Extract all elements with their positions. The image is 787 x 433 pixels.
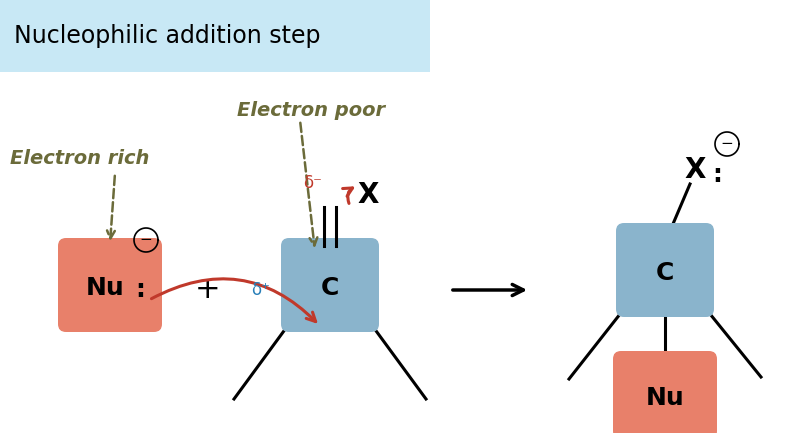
FancyBboxPatch shape — [281, 238, 379, 332]
Text: Electron poor: Electron poor — [237, 100, 385, 120]
Text: X: X — [357, 181, 379, 209]
Text: :: : — [135, 278, 145, 302]
Text: X: X — [685, 156, 706, 184]
Text: :: : — [712, 163, 722, 187]
Text: δ⁺: δ⁺ — [252, 281, 271, 299]
Text: −: − — [721, 136, 733, 152]
FancyBboxPatch shape — [58, 238, 162, 332]
Text: −: − — [139, 233, 153, 248]
Text: Nu: Nu — [86, 276, 124, 300]
Text: Nucleophilic addition step: Nucleophilic addition step — [14, 24, 320, 48]
Text: C: C — [321, 276, 339, 300]
FancyBboxPatch shape — [613, 351, 717, 433]
Text: Nu: Nu — [645, 386, 685, 410]
FancyBboxPatch shape — [0, 0, 430, 72]
Text: +: + — [195, 275, 221, 304]
Text: C: C — [656, 261, 674, 285]
FancyBboxPatch shape — [616, 223, 714, 317]
Text: Electron rich: Electron rich — [10, 149, 150, 168]
Text: δ⁻: δ⁻ — [304, 174, 323, 192]
